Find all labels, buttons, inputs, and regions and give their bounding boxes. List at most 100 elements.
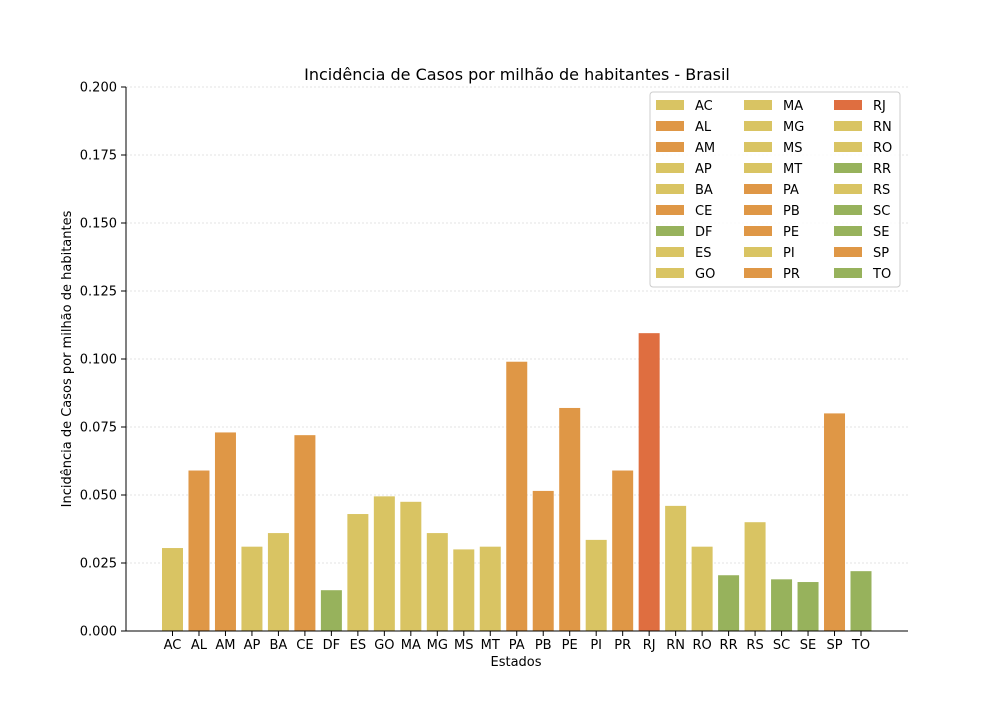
- legend-swatch: [656, 100, 684, 110]
- legend-label: GO: [695, 267, 715, 282]
- legend-items: AC AL AM AP BA CE DF ES GO MA MG MS MT PA PB PE PI PR RJ RN…: [656, 99, 892, 282]
- legend-label: RN: [873, 120, 892, 135]
- legend-label: PR: [783, 267, 800, 282]
- legend-swatch: [744, 247, 772, 257]
- legend-swatch: [656, 247, 684, 257]
- y-tick-label: 0.025: [80, 557, 117, 572]
- x-tick-label: PE: [562, 638, 578, 653]
- legend-swatch: [834, 100, 862, 110]
- y-tick-label: 0.200: [80, 81, 117, 96]
- bar-ba: [267, 533, 289, 631]
- x-tick-label: RJ: [643, 638, 656, 653]
- x-tick-label: AL: [191, 638, 208, 653]
- x-tick-label: RR: [720, 638, 738, 653]
- legend-swatch: [744, 205, 772, 215]
- legend-label: SC: [873, 204, 890, 219]
- legend-label: SE: [873, 225, 889, 240]
- y-axis-ticks: 0.000 0.025 0.050 0.075 0.100 0.125 0.150 0.175…: [80, 81, 126, 640]
- bar-ac: [162, 548, 183, 631]
- y-axis-title: Incidência de Casos por milhão de habita…: [60, 210, 75, 507]
- legend-label: PE: [783, 225, 799, 240]
- y-tick-label: 0.050: [80, 489, 117, 504]
- legend-swatch: [744, 163, 772, 173]
- bar-am: [214, 432, 236, 631]
- legend-swatch: [744, 226, 772, 236]
- legend-swatch: [656, 205, 684, 215]
- bar-pb: [532, 490, 554, 631]
- legend-label: PB: [783, 204, 800, 219]
- legend-swatch: [744, 100, 772, 110]
- bar-ms: [453, 549, 475, 631]
- legend-label: TO: [872, 267, 891, 282]
- bars: [162, 333, 872, 631]
- bar-pe: [559, 407, 581, 631]
- bar-rr: [718, 575, 740, 631]
- x-axis-title: Estados: [490, 655, 541, 670]
- bar-pr: [612, 470, 634, 631]
- legend-label: MA: [783, 99, 803, 114]
- x-tick-label: PA: [509, 638, 525, 653]
- bar-se: [797, 582, 819, 631]
- legend-swatch: [834, 268, 862, 278]
- legend-swatch: [834, 226, 862, 236]
- x-tick-label: PR: [614, 638, 631, 653]
- legend-label: RS: [873, 183, 890, 198]
- legend-label: AL: [695, 120, 712, 135]
- bar-mg: [426, 533, 448, 631]
- legend-swatch: [656, 121, 684, 131]
- x-tick-label: PB: [535, 638, 552, 653]
- x-tick-label: GO: [374, 638, 394, 653]
- bar-rn: [665, 505, 687, 631]
- bar-df: [320, 590, 342, 631]
- bar-go: [373, 496, 395, 631]
- bar-ro: [691, 546, 713, 631]
- x-tick-label: DF: [323, 638, 341, 653]
- bar-pi: [585, 539, 607, 631]
- chart-title: Incidência de Casos por milhão de habita…: [304, 65, 730, 84]
- legend-swatch: [656, 163, 684, 173]
- legend-label: AP: [695, 162, 712, 177]
- bar-ap: [241, 546, 263, 631]
- legend-label: ES: [695, 246, 711, 261]
- legend-label: CE: [695, 204, 712, 219]
- legend-label: MS: [783, 141, 802, 156]
- legend-swatch: [834, 121, 862, 131]
- bar-al: [188, 470, 210, 631]
- x-tick-label: AC: [164, 638, 182, 653]
- bar-to: [850, 571, 872, 631]
- legend-swatch: [656, 184, 684, 194]
- bar-sc: [771, 579, 793, 631]
- y-tick-label: 0.175: [80, 149, 117, 164]
- x-tick-label: ES: [350, 638, 366, 653]
- x-tick-label: AP: [244, 638, 261, 653]
- y-tick-label: 0.000: [80, 625, 117, 640]
- x-tick-label: MA: [401, 638, 421, 653]
- x-tick-label: MT: [481, 638, 500, 653]
- legend-label: BA: [695, 183, 713, 198]
- legend-box: [649, 91, 901, 288]
- x-tick-label: SC: [773, 638, 790, 653]
- x-tick-label: RO: [692, 638, 711, 653]
- legend-label: SP: [873, 246, 889, 261]
- legend-swatch: [834, 163, 862, 173]
- legend-swatch: [834, 205, 862, 215]
- bar-es: [347, 514, 369, 631]
- legend-swatch: [656, 226, 684, 236]
- x-tick-label: AM: [215, 638, 235, 653]
- bar-pa: [506, 361, 528, 631]
- y-tick-label: 0.100: [80, 353, 117, 368]
- bar-ce: [294, 435, 316, 631]
- x-tick-label: MS: [454, 638, 473, 653]
- bar-rj: [638, 333, 660, 631]
- legend-label: RO: [873, 141, 892, 156]
- legend-label: MT: [783, 162, 802, 177]
- y-tick-label: 0.125: [80, 285, 117, 300]
- x-tick-label: SP: [826, 638, 842, 653]
- legend-swatch: [656, 268, 684, 278]
- legend-swatch: [744, 121, 772, 131]
- x-tick-label: SE: [800, 638, 816, 653]
- legend-swatch: [834, 184, 862, 194]
- legend-label: RJ: [873, 99, 886, 114]
- x-tick-label: BA: [270, 638, 288, 653]
